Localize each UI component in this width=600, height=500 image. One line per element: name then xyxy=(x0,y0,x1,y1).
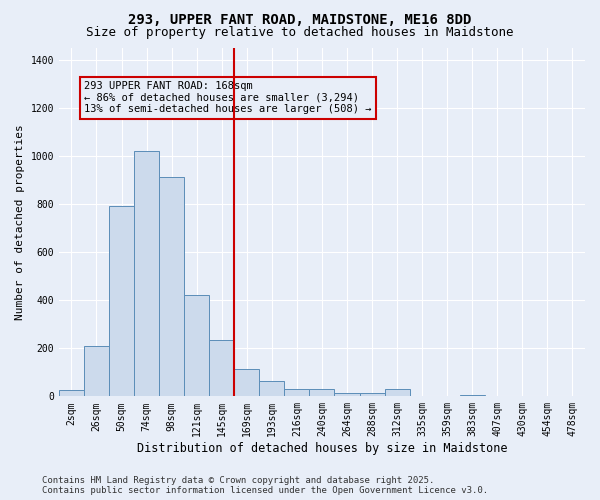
X-axis label: Distribution of detached houses by size in Maidstone: Distribution of detached houses by size … xyxy=(137,442,507,455)
Bar xyxy=(460,395,485,396)
Bar xyxy=(84,346,109,397)
Bar xyxy=(209,340,234,396)
Bar xyxy=(184,296,209,396)
Text: 293 UPPER FANT ROAD: 168sqm
← 86% of detached houses are smaller (3,294)
13% of : 293 UPPER FANT ROAD: 168sqm ← 86% of det… xyxy=(84,81,371,114)
Bar xyxy=(134,151,159,396)
Bar xyxy=(359,392,385,396)
Text: Size of property relative to detached houses in Maidstone: Size of property relative to detached ho… xyxy=(86,26,514,39)
Bar xyxy=(159,178,184,396)
Text: Contains HM Land Registry data © Crown copyright and database right 2025.
Contai: Contains HM Land Registry data © Crown c… xyxy=(42,476,488,495)
Text: 293, UPPER FANT ROAD, MAIDSTONE, ME16 8DD: 293, UPPER FANT ROAD, MAIDSTONE, ME16 8D… xyxy=(128,12,472,26)
Bar xyxy=(310,389,334,396)
Bar xyxy=(334,392,359,396)
Bar xyxy=(385,389,410,396)
Bar xyxy=(284,389,310,396)
Bar xyxy=(59,390,84,396)
Bar xyxy=(234,368,259,396)
Bar xyxy=(259,380,284,396)
Y-axis label: Number of detached properties: Number of detached properties xyxy=(15,124,25,320)
Bar xyxy=(109,206,134,396)
